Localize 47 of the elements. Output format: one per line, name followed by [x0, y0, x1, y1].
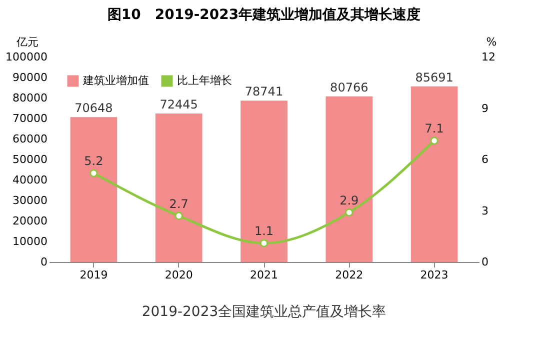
data-label: 72445	[160, 97, 198, 112]
point	[430, 136, 438, 145]
data-label: 7.1	[424, 122, 444, 136]
point	[345, 208, 354, 217]
y2-axis-title: %	[486, 36, 497, 48]
y2-tick-label: 6	[482, 153, 488, 166]
bar	[240, 100, 288, 262]
y-tick-label: 50000	[12, 153, 48, 166]
y2-tick-label: 0	[482, 256, 488, 268]
point	[174, 212, 183, 220]
data-label: 1.1	[254, 224, 274, 238]
y-tick-label: 20000	[12, 214, 48, 228]
y-tick-label: 80000	[12, 92, 48, 104]
y-tick-label: 70000	[12, 112, 48, 125]
x-tick-label: 2019	[80, 268, 108, 282]
y2-tick-label: 3	[482, 204, 488, 218]
y2-tick-label: 9	[482, 102, 488, 115]
data-label: 70648	[74, 101, 113, 116]
data-label: 85691	[415, 70, 454, 84]
y-tick-label: 90000	[12, 71, 48, 84]
y-tick-label: 30000	[12, 194, 48, 207]
point	[90, 169, 98, 178]
data-label: 80766	[330, 80, 368, 94]
point	[260, 239, 268, 248]
x-tick-label: 2022	[335, 268, 364, 282]
bar	[155, 113, 202, 262]
y2-tick-label: 12	[482, 50, 496, 64]
x-tick-label: 2020	[164, 268, 193, 282]
y-tick-label: 60000	[12, 132, 48, 146]
y-tick-label: 100000	[6, 50, 48, 64]
bar	[410, 86, 458, 262]
data-label: 5.2	[84, 154, 104, 168]
chart-title: 图10 2019-2023年建筑业增加值及其增长速度	[107, 6, 421, 23]
y-tick-label: 10000	[12, 235, 48, 248]
y-axis-title: 亿元	[16, 36, 38, 48]
y-tick-label: 40000	[12, 174, 48, 186]
y-tick-label: 0	[40, 256, 48, 268]
legend-label: 建筑业增加值	[82, 74, 149, 87]
bar	[70, 117, 118, 262]
data-label: 2.7	[169, 196, 188, 211]
text: 2019-2023全国建筑业总产值及增长率	[142, 304, 386, 320]
legend-label: 比上年增长	[177, 74, 232, 87]
x-tick-label: 2023	[420, 268, 448, 282]
data-label: 78741	[244, 84, 284, 99]
data-label: 2.9	[340, 193, 359, 208]
bar	[326, 96, 373, 262]
x-tick-label: 2021	[250, 268, 278, 282]
